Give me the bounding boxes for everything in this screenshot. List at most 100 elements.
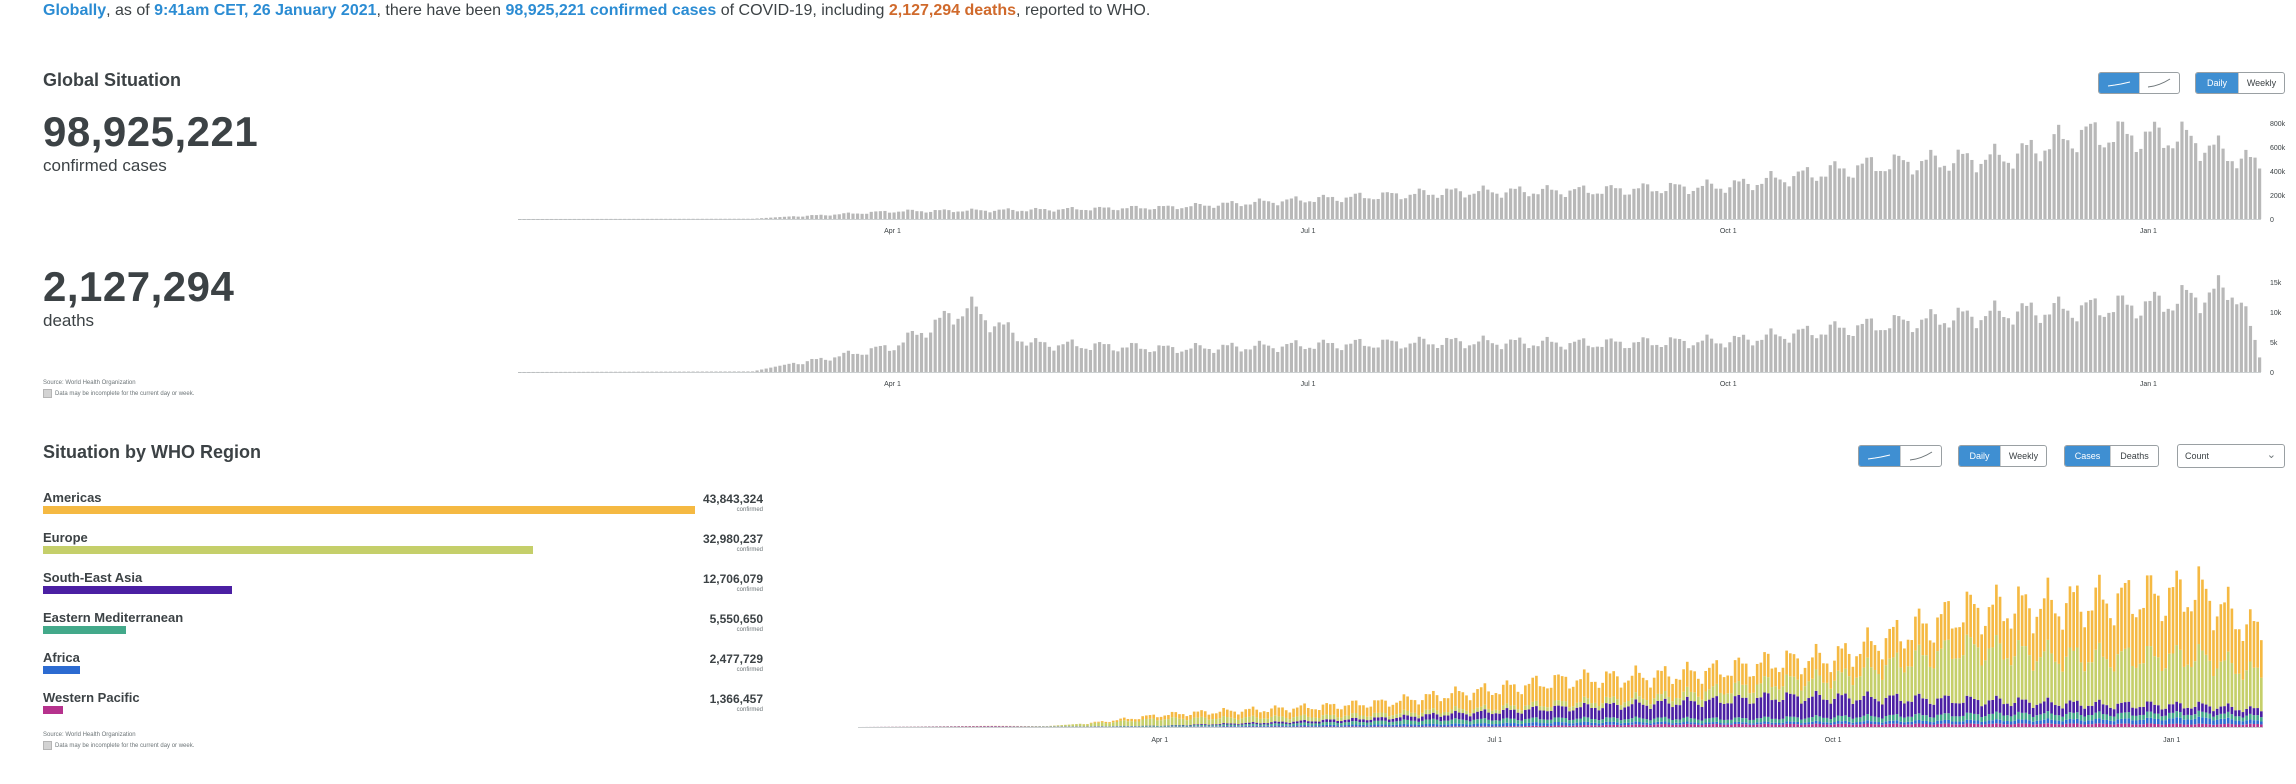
- stacked-bar-segment: [2072, 712, 2075, 720]
- daily-bar: [1394, 341, 1399, 372]
- linear-scale-option[interactable]: [2099, 73, 2139, 93]
- daily-bar: [2244, 306, 2248, 372]
- daily-bar: [2052, 303, 2056, 372]
- stacked-bar-segment: [2204, 704, 2208, 713]
- stacked-bar-segment: [1741, 722, 1744, 725]
- stacked-bar-segment: [1351, 700, 1354, 714]
- stacked-bar-segment: [1781, 722, 1785, 725]
- stacked-bar-segment: [1229, 710, 1233, 718]
- stacked-bar-segment: [2193, 599, 2197, 662]
- daily-bar: [2038, 161, 2042, 219]
- stacked-bar-segment: [1325, 719, 1328, 722]
- stacked-bar-segment: [1818, 675, 1822, 695]
- stacked-bar-segment: [1726, 693, 1730, 704]
- stacked-bar-segment: [1616, 718, 1619, 723]
- weekly-option[interactable]: Weekly: [2238, 73, 2284, 93]
- stacked-bar-segment: [2230, 714, 2234, 720]
- log-scale-option[interactable]: [2138, 73, 2179, 93]
- stacked-bar-segment: [1479, 723, 1483, 727]
- stacked-bar-segment: [1465, 724, 1468, 727]
- region-log-option[interactable]: [1899, 446, 1941, 466]
- region-linear-option[interactable]: [1859, 446, 1900, 466]
- stacked-bar-segment: [2105, 659, 2109, 706]
- daily-bar: [1171, 347, 1175, 372]
- stacked-bar-segment: [1417, 715, 1420, 719]
- stacked-bar-segment: [2234, 629, 2237, 674]
- region-weekly-option[interactable]: Weekly: [2000, 446, 2046, 466]
- stacked-bar-segment: [1520, 694, 1524, 711]
- stacked-bar-segment: [2190, 724, 2193, 727]
- region-scale-toggle[interactable]: [1858, 445, 1942, 467]
- linear-icon: [1868, 454, 1891, 460]
- stacked-bar-segment: [1542, 710, 1546, 720]
- daily-bar: [970, 296, 974, 372]
- stacked-bar-segment: [1980, 724, 1983, 727]
- stacked-bar-segment: [1737, 657, 1741, 682]
- stacked-bar-segment: [1788, 693, 1792, 717]
- daily-bar: [1687, 348, 1691, 372]
- stacked-bar-segment: [1214, 724, 1218, 726]
- daily-bar: [1920, 319, 1924, 372]
- stacked-bar-segment: [1954, 721, 1958, 725]
- stacked-bar-segment: [1645, 724, 1649, 727]
- stacked-bar-segment: [1347, 705, 1351, 716]
- stacked-bar-segment: [1652, 724, 1656, 727]
- stacked-bar-segment: [1689, 722, 1693, 725]
- stacked-bar-segment: [2252, 667, 2256, 709]
- deaths-option[interactable]: Deaths: [2110, 446, 2158, 466]
- region-daily-option[interactable]: Daily: [1959, 446, 2001, 466]
- stacked-bar-segment: [1987, 607, 1991, 649]
- stacked-bar-segment: [2223, 718, 2226, 725]
- stacked-bar-segment: [1553, 675, 1557, 701]
- stacked-bar-segment: [2145, 701, 2149, 712]
- stacked-bar-segment: [1461, 723, 1465, 727]
- stacked-bar-segment: [2245, 724, 2248, 727]
- stacked-bar-segment: [1214, 719, 1218, 725]
- global-scale-toggle[interactable]: [2098, 72, 2180, 94]
- stacked-bar-segment: [1546, 711, 1549, 720]
- daily-bar: [1335, 200, 1339, 219]
- stacked-bar-segment: [1130, 721, 1133, 726]
- stacked-bar-segment: [1483, 726, 1487, 727]
- stacked-bar-segment: [1100, 722, 1104, 727]
- stacked-bar-segment: [1133, 726, 1137, 727]
- stacked-bar-segment: [1439, 716, 1443, 722]
- stacked-bar-segment: [1468, 721, 1472, 725]
- stacked-bar-segment: [1627, 680, 1630, 701]
- stacked-bar-segment: [1387, 716, 1391, 720]
- stacked-bar-segment: [2013, 714, 2017, 721]
- daily-bar: [1390, 193, 1394, 219]
- daily-bar: [636, 371, 640, 373]
- region-metric-toggle[interactable]: Cases Deaths: [2064, 445, 2159, 467]
- stacked-bar-segment: [1340, 723, 1343, 726]
- daily-option[interactable]: Daily: [2196, 73, 2239, 93]
- stacked-bar-segment: [1877, 724, 1880, 727]
- daily-bar: [1435, 197, 1440, 219]
- cases-option[interactable]: Cases: [2065, 446, 2111, 466]
- stacked-bar-segment: [1292, 723, 1295, 726]
- stacked-bar-segment: [1406, 726, 1409, 727]
- daily-bar: [1550, 189, 1554, 219]
- daily-bar: [1257, 340, 1262, 372]
- stacked-bar-segment: [1788, 676, 1792, 694]
- stacked-bar-segment: [2042, 713, 2046, 720]
- measure-select[interactable]: Count ⌄: [2177, 444, 2285, 468]
- stacked-bar-segment: [1619, 725, 1623, 727]
- stacked-bar-segment: [1660, 724, 1663, 727]
- daily-bar: [1298, 200, 1303, 219]
- stacked-bar-segment: [1450, 726, 1454, 727]
- stacked-bar-segment: [1656, 721, 1660, 725]
- stacked-bar-segment: [1851, 722, 1855, 725]
- region-period-toggle[interactable]: Daily Weekly: [1958, 445, 2047, 467]
- global-period-toggle[interactable]: Daily Weekly: [2195, 72, 2285, 94]
- stacked-bar-segment: [1674, 724, 1678, 727]
- stacked-bar-segment: [1914, 723, 1917, 727]
- stacked-bar-segment: [2120, 712, 2123, 719]
- stacked-bar-segment: [1763, 721, 1766, 724]
- stacked-bar-segment: [1674, 678, 1678, 698]
- daily-bar: [1933, 155, 1937, 219]
- daily-bar: [1979, 163, 1983, 219]
- daily-bar: [1536, 194, 1540, 219]
- stacked-bar-segment: [2112, 671, 2116, 710]
- stacked-bar-segment: [2039, 723, 2042, 727]
